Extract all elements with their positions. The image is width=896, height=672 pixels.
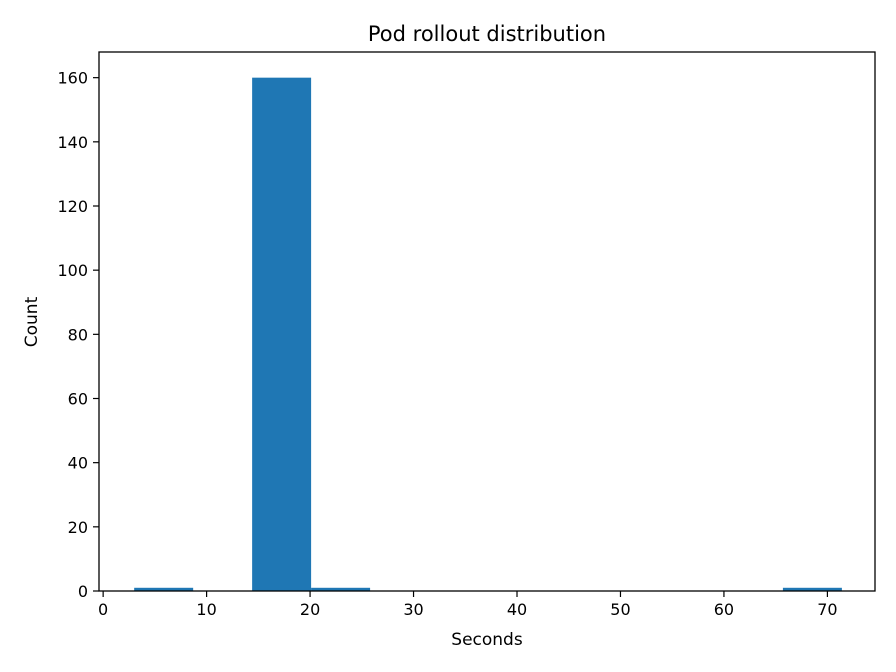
bars-group	[134, 77, 842, 592]
x-tick-label: 0	[98, 600, 108, 619]
plot-frame	[98, 51, 876, 592]
y-tick-label: 40	[68, 454, 88, 473]
x-tick-label: 50	[610, 600, 630, 619]
y-tick-label: 60	[68, 390, 88, 409]
y-tick-label: 120	[57, 197, 88, 216]
histogram-bar-3	[311, 587, 371, 591]
x-axis-label: Seconds	[451, 630, 523, 650]
y-tick-label: 80	[68, 325, 88, 344]
x-tick-label: 20	[300, 600, 320, 619]
y-tick-label: 140	[57, 133, 88, 152]
histogram-bar-2	[252, 77, 312, 592]
y-tick-label: 0	[78, 582, 88, 601]
x-tick-label: 30	[403, 600, 423, 619]
y-axis-label: Count	[22, 296, 42, 347]
chart-title: Pod rollout distribution	[368, 22, 606, 46]
x-tick-label: 10	[196, 600, 216, 619]
y-tick-label: 160	[57, 69, 88, 88]
ticks-group: 0 10 20 30 40 50 60 70 0 20 40 60 80 100 120 140 160	[57, 69, 837, 619]
histogram-bar-11	[782, 587, 842, 591]
histogram-bar-0	[134, 587, 194, 591]
x-tick-label: 40	[507, 600, 527, 619]
x-tick-label: 60	[714, 600, 734, 619]
y-tick-label: 20	[68, 518, 88, 537]
y-tick-label: 100	[57, 261, 88, 280]
x-tick-label: 70	[817, 600, 837, 619]
